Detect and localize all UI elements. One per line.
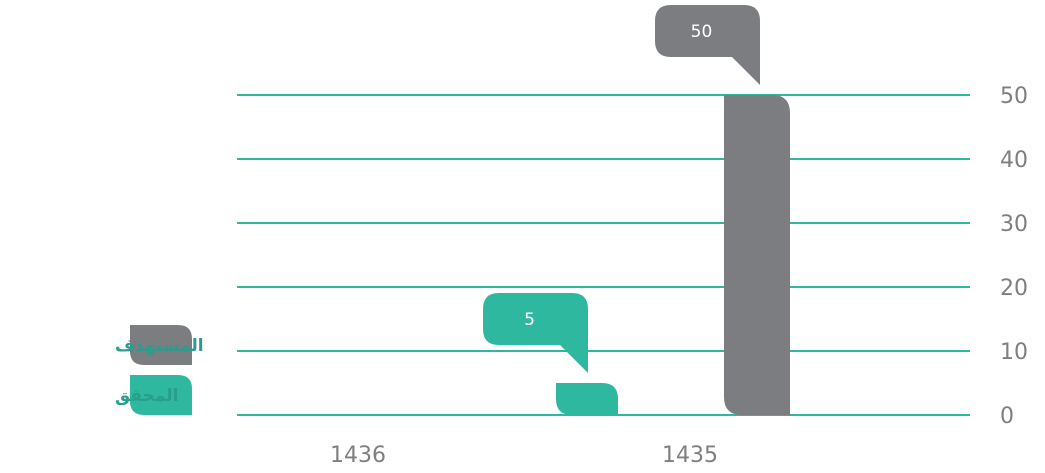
bar-achieved-1435 xyxy=(556,383,618,415)
data-label-bubble xyxy=(483,293,588,373)
data-labels: 50 5 xyxy=(483,5,760,373)
x-category-label: 1436 xyxy=(330,443,386,468)
legend-swatch xyxy=(130,375,192,415)
y-tick-label: 0 xyxy=(1000,404,1014,429)
x-category-label: 1435 xyxy=(662,443,718,468)
y-tick-label: 50 xyxy=(1000,84,1028,109)
x-axis-categories: 1435 1436 xyxy=(330,443,718,468)
legend-label: المستهدف xyxy=(115,336,204,356)
gridlines xyxy=(237,94,970,416)
bar-target-1435 xyxy=(724,95,790,415)
y-tick-label: 30 xyxy=(1000,212,1028,237)
legend: المستهدف المحقق xyxy=(115,325,204,415)
data-label-value: 5 xyxy=(524,310,535,330)
legend-swatch xyxy=(130,325,192,365)
bars xyxy=(556,95,790,415)
y-tick-label: 40 xyxy=(1000,148,1028,173)
legend-label: المحقق xyxy=(115,386,178,406)
data-label-bubble xyxy=(655,5,760,85)
data-label-value: 50 xyxy=(691,22,713,42)
y-tick-label: 20 xyxy=(1000,276,1028,301)
y-axis-ticks: 0 10 20 30 40 50 xyxy=(1000,84,1028,429)
y-tick-label: 10 xyxy=(1000,340,1028,365)
